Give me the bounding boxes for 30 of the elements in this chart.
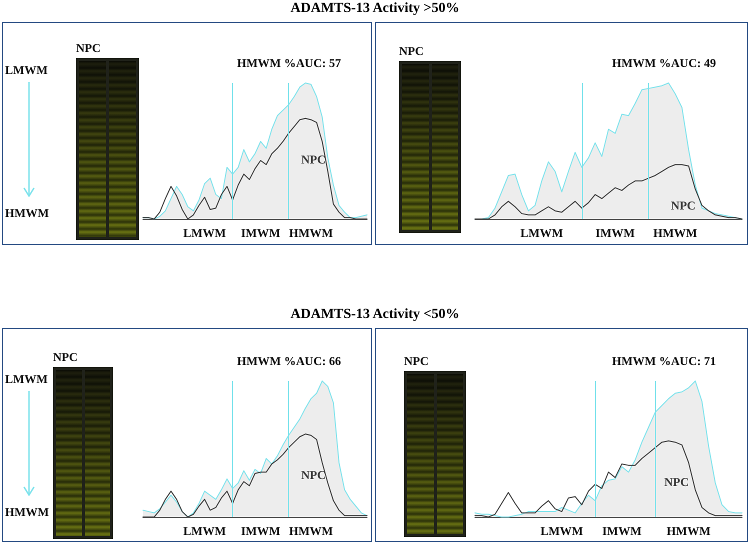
series-label: NPC <box>664 474 689 489</box>
chart-title: ADAMTS-13 Activity <50% <box>290 307 460 323</box>
series-label: NPC <box>670 198 696 213</box>
x-tick-label: IMWM <box>240 524 280 538</box>
x-tick-label: LMWM <box>183 524 226 538</box>
x-tick-label: LMWM <box>520 226 564 240</box>
text: NPC <box>404 354 429 369</box>
text: NPC <box>53 350 78 365</box>
text: NPC <box>76 41 101 56</box>
text: HMWM %AUC: 71 <box>612 354 716 368</box>
x-tick-label: IMWM <box>240 226 280 240</box>
x-tick-label: LMWM <box>183 226 226 240</box>
x-tick-label: HMWM <box>289 226 333 240</box>
text: HMWM %AUC: 66 <box>237 354 342 368</box>
x-tick-label: HMWM <box>653 226 698 240</box>
series-label: NPC <box>301 468 326 482</box>
text: NPC <box>399 44 424 59</box>
text: HMWM %AUC: 57 <box>237 56 342 70</box>
x-tick-label: HMWM <box>289 524 333 538</box>
x-tick-label: IMWM <box>602 524 642 538</box>
text: HMWM <box>5 505 49 520</box>
text: LMWM <box>5 372 48 387</box>
x-tick-label: HMWM <box>666 524 711 538</box>
text: LMWM <box>5 63 48 78</box>
series-label: NPC <box>301 152 326 166</box>
text: HMWM <box>5 206 49 221</box>
x-tick-label: IMWM <box>596 226 635 240</box>
chart-title: ADAMTS-13 Activity >50% <box>290 1 460 17</box>
x-tick-label: LMWM <box>540 524 584 538</box>
text: HMWM %AUC: 49 <box>612 56 716 70</box>
